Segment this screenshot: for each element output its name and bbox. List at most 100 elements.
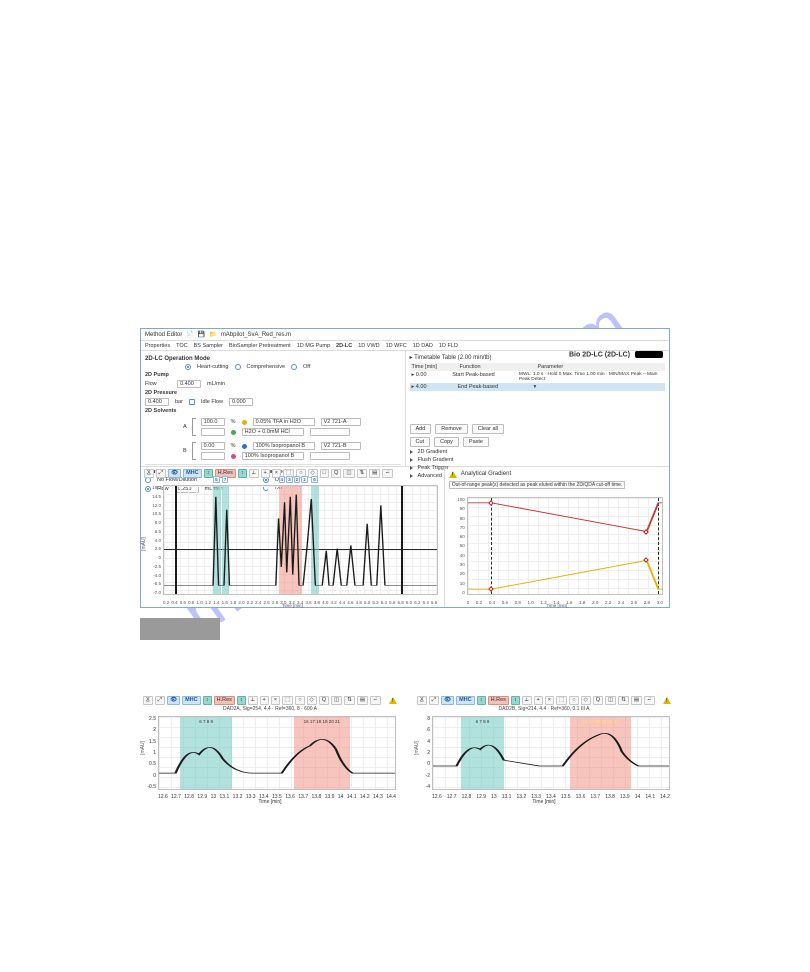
sr-mhc[interactable]: MHC [456, 696, 475, 705]
sl-perp[interactable]: ⟂ [248, 696, 258, 705]
sr-hres[interactable]: H.Res [488, 696, 509, 705]
sr-up1[interactable]: ↕ [477, 696, 486, 705]
sl-x[interactable]: X̲ [143, 696, 153, 705]
tt-row-1[interactable]: ▸ 4.00 End Peak-based ▾ [410, 383, 666, 391]
tab-properties[interactable]: Properties [145, 343, 170, 349]
sl-swap[interactable]: ⇅ [344, 696, 355, 705]
tab-pretreatment[interactable]: BioSampler Pretreatment [229, 343, 291, 349]
btn-clear[interactable]: Clear all [472, 424, 504, 434]
sr-vis[interactable]: 👁 [441, 696, 454, 705]
solvent3-name[interactable]: 100% Isopropanol B [253, 442, 315, 450]
gradient-plot[interactable] [467, 497, 663, 595]
solvent2-name[interactable]: H2O + 0.0mM HCl [242, 428, 304, 436]
solvent1-pct[interactable]: 100.0 [201, 418, 225, 426]
solvent4-code[interactable] [310, 452, 350, 460]
sr-x[interactable]: X̲ [417, 696, 427, 705]
sr-sig[interactable]: ⩫ [644, 696, 655, 705]
tab-sampler[interactable]: BS Sampler [194, 343, 223, 349]
tab-vwd[interactable]: 1D VWD [358, 343, 379, 349]
btn-add[interactable]: Add [410, 424, 432, 434]
exp-flush[interactable]: Flush Gradient [410, 457, 666, 463]
sr-circ[interactable]: ○ [569, 696, 578, 705]
solvent3-pct[interactable]: 0.00 [201, 442, 225, 450]
sl-mhc[interactable]: MHC [182, 696, 201, 705]
sr-x2[interactable]: × [545, 696, 554, 705]
idle-flow-input[interactable]: 0.000 [229, 398, 253, 406]
tb-split[interactable]: ◫ [343, 469, 354, 478]
sr-up2[interactable]: ↕ [511, 696, 520, 705]
chrom-plot[interactable]: 5743216 [163, 485, 438, 595]
sl-q[interactable]: Q [319, 696, 329, 705]
sr-zoom[interactable]: ⤢ [429, 696, 439, 705]
sr-split[interactable]: ◫ [605, 696, 616, 705]
warn-row: Out-of-range peak(s) detected as peak el… [445, 481, 669, 488]
pressure-input[interactable]: 0.400 [145, 398, 169, 406]
btn-remove[interactable]: Remove [435, 424, 467, 434]
sr-plus[interactable]: + [534, 696, 543, 705]
tb-up1[interactable]: ↕ [204, 469, 213, 478]
sl-sq[interactable]: ⬚ [282, 696, 293, 705]
tab-fld[interactable]: 1D FLD [439, 343, 458, 349]
tb-vis[interactable]: 👁 [168, 469, 181, 478]
solvent2-code[interactable] [310, 428, 350, 436]
sr-diam[interactable]: ◇ [581, 696, 591, 705]
radio-off[interactable] [291, 364, 297, 370]
save-icon[interactable]: 💾 [198, 331, 205, 338]
sl-plot[interactable]: 6 7 8 916 17 18 19 20 21 [158, 716, 396, 790]
solvent3-code[interactable]: V2 721-B [321, 442, 361, 450]
solvent2-pct[interactable] [201, 428, 225, 436]
sl-hres[interactable]: H.Res [214, 696, 235, 705]
tb-sig[interactable]: ⩫ [382, 469, 393, 478]
sl-split[interactable]: ◫ [331, 696, 342, 705]
sl-list[interactable]: ▤ [357, 696, 368, 705]
tab-dad[interactable]: 1D DAD [413, 343, 433, 349]
tb-swap[interactable]: ⇅ [357, 469, 368, 478]
sl-zoom[interactable]: ⤢ [155, 696, 165, 705]
tb-q[interactable]: Q [331, 469, 341, 478]
btn-copy[interactable]: Copy [434, 437, 459, 447]
btn-paste[interactable]: Paste [463, 437, 489, 447]
solvent-row-4: 100% Isopropanol B [201, 452, 361, 460]
solvent1-name[interactable]: 0.05% TFA in H2O [253, 418, 315, 426]
tb-mhc[interactable]: MHC [183, 469, 202, 478]
sl-circ[interactable]: ○ [295, 696, 304, 705]
sl-vis[interactable]: 👁 [167, 696, 180, 705]
sr-perp[interactable]: ⟂ [522, 696, 532, 705]
sr-list[interactable]: ▤ [631, 696, 642, 705]
sl-sig[interactable]: ⩫ [370, 696, 381, 705]
sl-diam[interactable]: ◇ [307, 696, 317, 705]
btn-cut[interactable]: Cut [410, 437, 431, 447]
solvent4-pct[interactable] [201, 452, 225, 460]
tab-2dlc[interactable]: 2D-LC [336, 343, 352, 349]
radio-heart-cutting[interactable] [185, 364, 191, 370]
tb-rect[interactable]: □ [320, 469, 329, 478]
sr-plot[interactable]: 6 7 8 916 17 18 19 20 21 [432, 716, 670, 790]
sr-sq[interactable]: ⬚ [556, 696, 567, 705]
tb-up2[interactable]: ↕ [238, 469, 247, 478]
detail-chart-right: X̲ ⤢ 👁 MHC ↕ H.Res ↕ ⟂ + × ⬚ ○ ◇ Q ◫ ⇅ ▤… [414, 694, 674, 802]
sl-x2[interactable]: × [271, 696, 280, 705]
tb-x[interactable]: X̲ [144, 469, 154, 478]
tab-wfc[interactable]: 1D WFC [386, 343, 407, 349]
tt-row-0[interactable]: ▸ 0.00 Start Peak-based MWL: 1.0 s · Hol… [410, 371, 666, 383]
sl-up2[interactable]: ↕ [237, 696, 246, 705]
sr-q[interactable]: Q [593, 696, 603, 705]
idle-flow-checkbox[interactable] [189, 399, 195, 405]
exp-gradient[interactable]: 2D Gradient [410, 449, 666, 455]
sl-warn-icon [389, 697, 397, 704]
tb-perp[interactable]: ⟂ [249, 469, 259, 478]
folder-icon[interactable]: 📁 [209, 331, 216, 338]
sr-swap[interactable]: ⇅ [618, 696, 629, 705]
instrument-status-pill [635, 351, 663, 358]
tab-toc[interactable]: TOC [176, 343, 188, 349]
solvent4-name[interactable]: 100% Isopropanol B [242, 452, 304, 460]
tb-zoom[interactable]: ⤢ [156, 469, 166, 478]
sl-plus[interactable]: + [260, 696, 269, 705]
flow-input[interactable]: 0.400 [177, 380, 201, 388]
sl-up1[interactable]: ↕ [203, 696, 212, 705]
tb-list[interactable]: ▤ [369, 469, 380, 478]
tb-plus[interactable]: + [261, 469, 270, 478]
solvent1-code[interactable]: V2 721-A [321, 418, 361, 426]
tab-pump[interactable]: 1D MG Pump [297, 343, 330, 349]
radio-comprehensive[interactable] [235, 364, 241, 370]
